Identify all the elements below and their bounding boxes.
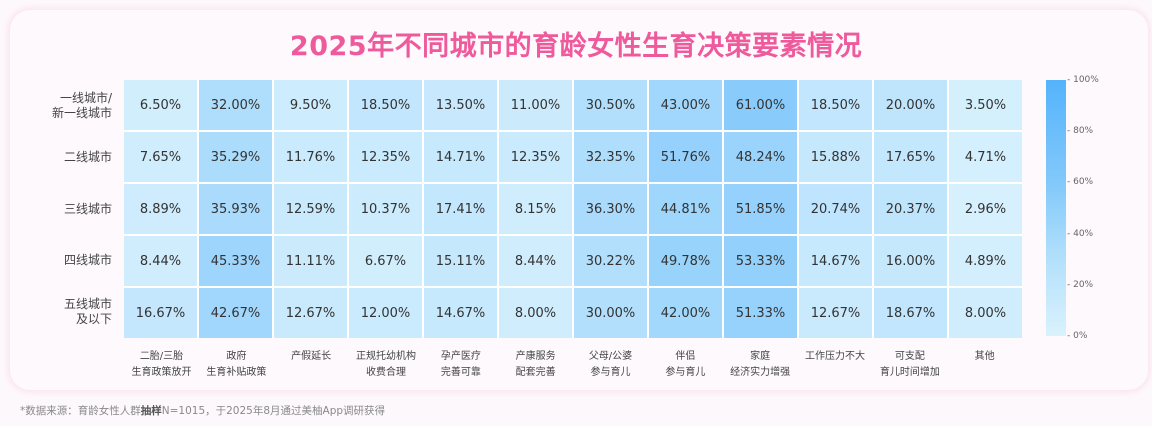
- colorbar-tick: 60%: [1067, 177, 1093, 187]
- heatmap-cell: 11.76%: [274, 132, 347, 182]
- heatmap-cell: 20.74%: [799, 184, 872, 234]
- footnote: *数据来源：育龄女性人群抽样N=1015，于2025年8月通过美柚App调研获得: [20, 403, 385, 418]
- column-label: 家庭 经济实力增强: [730, 351, 791, 378]
- heatmap-cell: 10.37%: [349, 184, 422, 234]
- footnote-suffix: N=1015，于2025年8月通过美柚App调研获得: [161, 405, 386, 417]
- colorbar-tick: 20%: [1067, 280, 1093, 290]
- colorbar-tick: 40%: [1067, 229, 1093, 239]
- column-label: 可支配 育儿时间增加: [879, 351, 940, 378]
- colorbar-tick: 100%: [1067, 75, 1099, 85]
- heatmap-cell: 18.67%: [874, 288, 947, 338]
- row-label: 二线城市: [63, 149, 112, 164]
- column-label: 其他: [974, 351, 995, 362]
- heatmap-cell: 8.89%: [124, 184, 197, 234]
- chart-title: 2025年不同城市的育龄女性生育决策要素情况: [289, 31, 863, 62]
- heatmap-cell: 14.67%: [799, 236, 872, 286]
- heatmap-cell: 14.71%: [424, 132, 497, 182]
- heatmap-cell: 12.00%: [349, 288, 422, 338]
- heatmap-cell: 3.50%: [949, 80, 1022, 130]
- heatmap-cell: 6.50%: [124, 80, 197, 130]
- heatmap-cell: 12.67%: [799, 288, 872, 338]
- heatmap-cell: 30.00%: [574, 288, 647, 338]
- heatmap-cell: 32.00%: [199, 80, 272, 130]
- column-label: 政府 生育补贴政策: [206, 351, 267, 378]
- heatmap-cell: 35.29%: [199, 132, 272, 182]
- column-label: 二胎/三胎 生育政策放开: [131, 351, 192, 378]
- heatmap-cell: 12.35%: [499, 132, 572, 182]
- heatmap-cell: 51.33%: [724, 288, 797, 338]
- heatmap-grid: 6.50% 32.00% 9.50% 18.50% 13.50% 11.00% 30.50%…: [124, 80, 1022, 338]
- heatmap-cell: 20.00%: [874, 80, 947, 130]
- heatmap-cell: 7.65%: [124, 132, 197, 182]
- heatmap-cell: 45.33%: [199, 236, 272, 286]
- heatmap-cell: 51.85%: [724, 184, 797, 234]
- column-label: 伴侣 参与育儿: [665, 351, 706, 378]
- column-label: 正规托幼机构 收费合理: [356, 351, 416, 378]
- heatmap-cell: 61.00%: [724, 80, 797, 130]
- heatmap-cell: 8.44%: [499, 236, 572, 286]
- heatmap-cell: 15.88%: [799, 132, 872, 182]
- heatmap-cell: 44.81%: [649, 184, 722, 234]
- column-label: 父母/公婆 参与育儿: [588, 351, 633, 378]
- heatmap-cell: 16.67%: [124, 288, 197, 338]
- column-label: 工作压力不大: [805, 351, 865, 362]
- heatmap-cell: 18.50%: [349, 80, 422, 130]
- heatmap-cell: 12.59%: [274, 184, 347, 234]
- heatmap-cell: 18.50%: [799, 80, 872, 130]
- heatmap-cell: 8.44%: [124, 236, 197, 286]
- footnote-prefix: *数据来源：育龄女性人群: [20, 405, 141, 417]
- column-label: 孕产医疗 完善可靠: [440, 351, 481, 378]
- heatmap-cell: 11.11%: [274, 236, 347, 286]
- row-label: 一线城市/新一线城市: [51, 90, 112, 120]
- colorbar-tick: 0%: [1067, 331, 1087, 341]
- heatmap-cell: 32.35%: [574, 132, 647, 182]
- heatmap-cell: 30.50%: [574, 80, 647, 130]
- heatmap-cell: 8.00%: [499, 288, 572, 338]
- colorbar-tick: 80%: [1067, 126, 1093, 136]
- column-label: 产康服务 配套完善: [515, 351, 556, 378]
- heatmap-cell: 17.41%: [424, 184, 497, 234]
- heatmap-cell: 6.67%: [349, 236, 422, 286]
- heatmap-cell: 51.76%: [649, 132, 722, 182]
- heatmap-cell: 36.30%: [574, 184, 647, 234]
- colorbar: [1046, 80, 1066, 336]
- heatmap-cell: 8.15%: [499, 184, 572, 234]
- heatmap-cell: 4.89%: [949, 236, 1022, 286]
- heatmap-cell: 20.37%: [874, 184, 947, 234]
- heatmap-cell: 16.00%: [874, 236, 947, 286]
- heatmap-cell: 42.00%: [649, 288, 722, 338]
- row-label: 五线城市 及以下: [63, 297, 112, 327]
- row-label: 三线城市: [63, 201, 112, 216]
- heatmap-cell: 15.11%: [424, 236, 497, 286]
- heatmap-cell: 48.24%: [724, 132, 797, 182]
- heatmap-cell: 8.00%: [949, 288, 1022, 338]
- heatmap-cell: 11.00%: [499, 80, 572, 130]
- heatmap-cell: 4.71%: [949, 132, 1022, 182]
- heatmap-cell: 12.67%: [274, 288, 347, 338]
- heatmap-cell: 14.67%: [424, 288, 497, 338]
- row-label: 四线城市: [63, 253, 112, 268]
- heatmap-cell: 35.93%: [199, 184, 272, 234]
- heatmap-cell: 9.50%: [274, 80, 347, 130]
- heatmap-cell: 42.67%: [199, 288, 272, 338]
- footnote-bold: 抽样: [140, 405, 162, 417]
- heatmap-cell: 30.22%: [574, 236, 647, 286]
- column-label: 产假延长: [291, 351, 332, 362]
- heatmap-cell: 53.33%: [724, 236, 797, 286]
- heatmap-cell: 2.96%: [949, 184, 1022, 234]
- heatmap-cell: 13.50%: [424, 80, 497, 130]
- heatmap-cell: 12.35%: [349, 132, 422, 182]
- heatmap-cell: 49.78%: [649, 236, 722, 286]
- heatmap-cell: 17.65%: [874, 132, 947, 182]
- heatmap-cell: 43.00%: [649, 80, 722, 130]
